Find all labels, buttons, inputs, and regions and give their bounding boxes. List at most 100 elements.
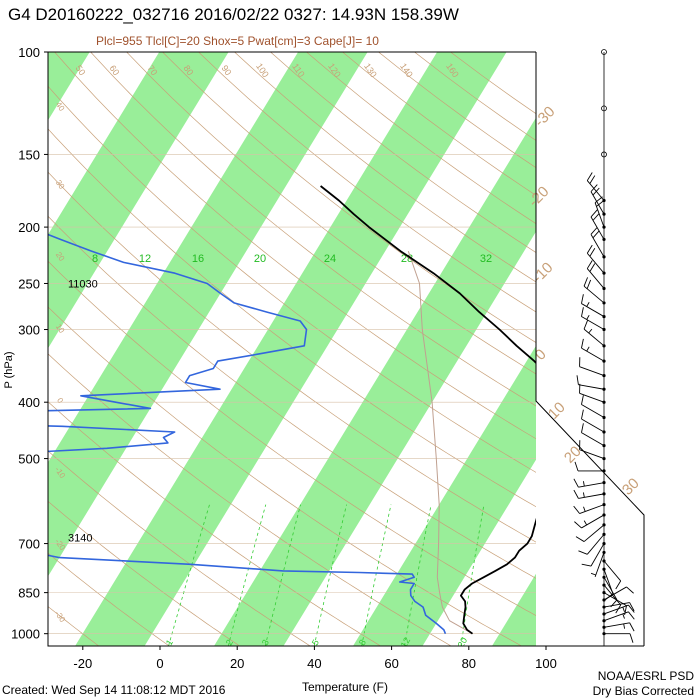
- wind-barb-feather: [576, 375, 579, 385]
- pressure-gridlines: [48, 52, 536, 634]
- wind-barb: [590, 226, 606, 259]
- x-axis-label: Temperature (F): [302, 680, 388, 694]
- temperature-line: [320, 185, 536, 635]
- y-tick-label: 700: [18, 537, 40, 552]
- wind-barb: [586, 260, 606, 291]
- wind-barb-half-feather: [582, 481, 585, 487]
- x-tick-label: 20: [230, 656, 244, 671]
- wind-barb-staff: [581, 432, 605, 447]
- wind-barb: [602, 611, 635, 623]
- wind-barb-feather: [583, 320, 588, 330]
- sounding-profiles: [48, 185, 536, 635]
- mixing-ratio-bottom-label: 2: [224, 638, 235, 647]
- isotherm-label: 10: [545, 399, 569, 423]
- wind-barb: [575, 523, 606, 542]
- wind-barb-staff: [578, 384, 605, 390]
- parcel-path: [407, 251, 473, 635]
- wind-barb-staff: [581, 514, 605, 529]
- calm-wind-marker: [601, 151, 607, 158]
- dry-adiabat-line: [48, 353, 452, 646]
- mixing-ratio-bottom-label: 5: [310, 638, 321, 647]
- isotherm-bands: [48, 52, 536, 646]
- wind-barb: [581, 423, 606, 448]
- wind-barb-feather: [628, 604, 635, 613]
- wind-barb-feather: [581, 307, 584, 317]
- wind-barb-feather: [629, 622, 635, 632]
- credit-org: NOAA/ESRL PSD: [597, 669, 694, 683]
- wind-barb-feather: [596, 200, 605, 207]
- mixing-ratio-label: 20: [254, 253, 266, 265]
- mixing-ratio-bottom-label: 1: [164, 638, 175, 647]
- wind-barb: [576, 375, 606, 391]
- wind-barb-staff: [590, 543, 605, 567]
- x-tick-label: 80: [462, 656, 476, 671]
- height-label: 3140: [68, 533, 92, 545]
- isotherm-band: [214, 117, 536, 646]
- isotherm-label: -10: [529, 259, 556, 286]
- wind-barb-feather: [573, 489, 579, 499]
- y-tick-label: 400: [18, 395, 40, 410]
- x-tick-label: -20: [73, 656, 92, 671]
- y-tick-label: 200: [18, 220, 40, 235]
- wind-barb-half-feather: [586, 302, 590, 307]
- wind-barbs: [573, 49, 635, 643]
- wind-barb-feather: [573, 478, 579, 488]
- wind-barb-feather: [624, 605, 627, 616]
- y-tick-label: 1000: [11, 627, 40, 642]
- dry-adiabat-line: [48, 450, 311, 646]
- wind-barb-staff: [581, 303, 605, 317]
- wind-barb: [602, 632, 634, 643]
- wind-barb-feather: [615, 604, 622, 614]
- x-tick-label: 60: [384, 656, 398, 671]
- dry-adiabat-label: 70: [145, 63, 159, 77]
- dry-adiabat-line: [306, 52, 536, 225]
- mixing-ratio-line: [168, 504, 210, 646]
- wind-barb-half-feather: [622, 606, 625, 612]
- wind-barb: [573, 503, 606, 514]
- dry-adiabat-label: 0: [55, 396, 65, 405]
- dry-adiabat-label: 100: [254, 61, 271, 79]
- wind-barb-staff: [586, 534, 605, 555]
- dry-adiabat-line: [48, 85, 536, 473]
- wind-barb-staff: [579, 449, 605, 459]
- wind-barb-staff: [594, 202, 605, 228]
- wind-barb: [586, 244, 606, 275]
- wind-barb-staff: [583, 524, 605, 542]
- dry-adiabat-line: [48, 306, 522, 646]
- wind-barb-staff: [579, 392, 605, 403]
- wind-barb: [573, 478, 606, 488]
- wind-barb: [590, 550, 606, 578]
- wind-barb: [590, 209, 606, 242]
- wind-barb: [602, 567, 614, 600]
- isotherm-label: 30: [619, 475, 643, 499]
- isotherm-band: [48, 52, 368, 577]
- mixing-ratio-label: 32: [480, 253, 492, 265]
- wind-barb: [581, 294, 606, 319]
- wind-barb: [602, 602, 635, 612]
- wind-barb-feather: [586, 244, 593, 254]
- wind-barb-feather: [581, 409, 584, 420]
- wind-barb: [602, 604, 635, 616]
- wind-barb-staff: [583, 328, 605, 347]
- wind-barb: [579, 357, 606, 378]
- chart-subtitle: Plcl=955 Tlcl[C]=20 Shox=5 Pwat[cm]=3 Ca…: [96, 34, 379, 48]
- wind-barb-feather: [586, 279, 592, 289]
- dry-adiabat-line: [48, 260, 536, 616]
- axis-frame: [47, 51, 644, 647]
- height-label: 11030: [68, 278, 98, 290]
- mixing-ratio-line: [404, 504, 432, 646]
- wind-barb-feather: [574, 461, 579, 472]
- wind-barb-staff: [581, 347, 605, 362]
- wind-barb-staff: [603, 611, 629, 622]
- wind-barb-feather: [575, 536, 585, 542]
- dry-adiabat-label: -30: [53, 609, 67, 624]
- wind-barb-feather: [592, 212, 600, 221]
- wind-barb-staff: [578, 493, 605, 499]
- x-tick-label: 100: [535, 656, 557, 671]
- wind-barb-dot: [602, 625, 606, 629]
- dry-adiabat-line: [48, 171, 536, 543]
- wind-barb-half-feather: [590, 572, 596, 576]
